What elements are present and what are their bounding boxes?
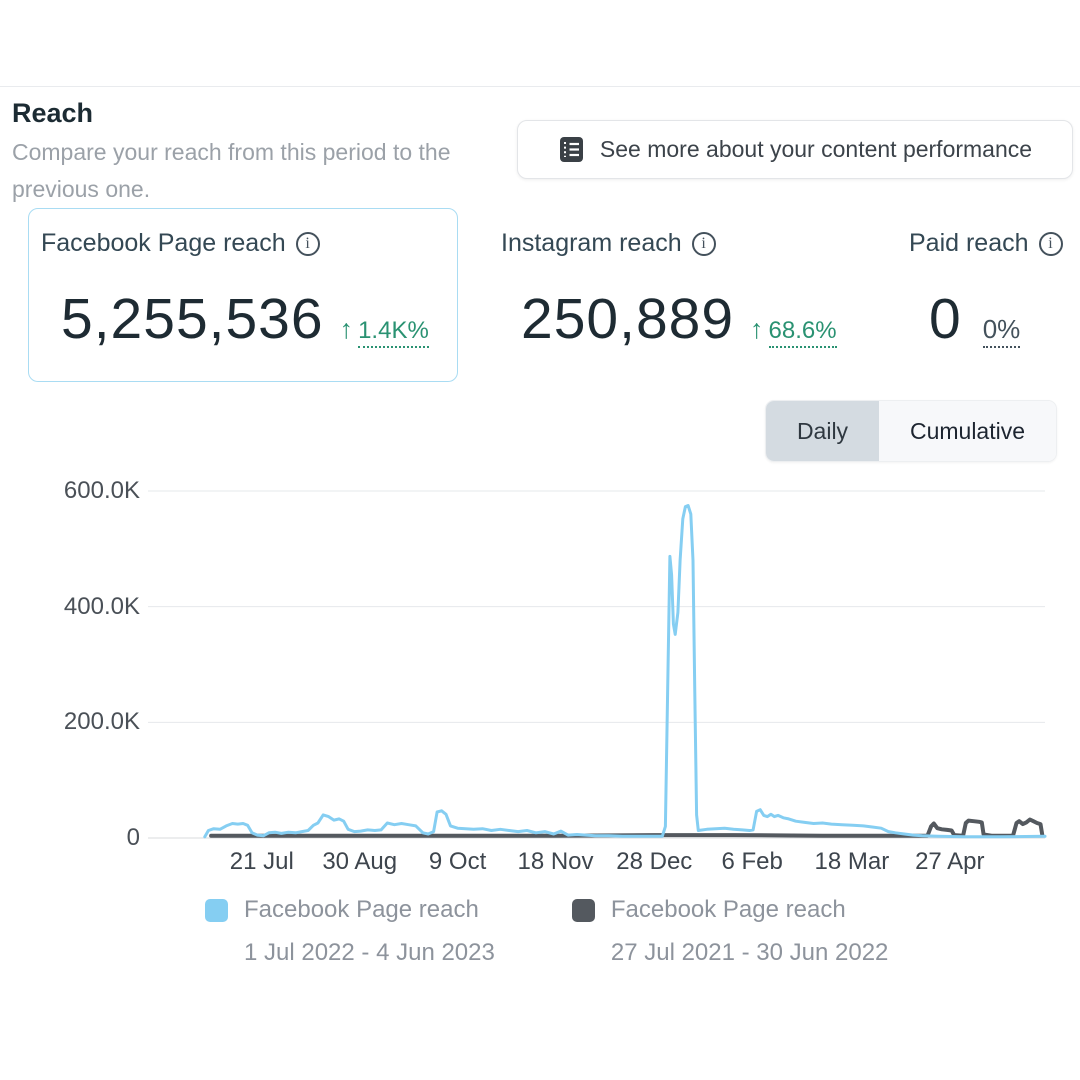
y-axis-tick-label: 400.0K: [63, 592, 140, 620]
x-axis-tick-label: 6 Feb: [721, 848, 783, 875]
toggle-option-cumulative[interactable]: Cumulative: [879, 401, 1056, 461]
chart-view-toggle: Daily Cumulative: [765, 400, 1057, 462]
x-axis-tick-label: 27 Apr: [915, 848, 985, 875]
legend-series-name: Facebook Page reach: [244, 896, 479, 923]
x-axis-tick-label: 28 Dec: [616, 848, 693, 875]
metric-value: 5,255,536: [61, 287, 324, 351]
metric-card-facebook-page-reach[interactable]: Facebook Page reach i 5,255,536 ↑ 1.4K%: [28, 208, 458, 382]
metric-delta-percent[interactable]: 1.4K%: [358, 317, 429, 348]
toggle-option-daily[interactable]: Daily: [766, 401, 879, 461]
series-line-current: [203, 504, 1047, 839]
metric-label: Paid reach: [909, 229, 1029, 257]
x-axis-tick-label: 9 Oct: [428, 848, 487, 875]
legend-series-name: Facebook Page reach: [610, 896, 846, 923]
x-axis-tick-label: 21 Jul: [229, 848, 294, 875]
up-arrow-icon: ↑: [339, 314, 354, 344]
legend-item-previous-period: Facebook Page reach 27 Jul 2021 - 30 Jun…: [571, 896, 889, 967]
metric-label-row: Instagram reach i: [501, 229, 889, 258]
up-arrow-icon: ↑: [750, 314, 764, 344]
legend-text: Facebook Page reach 1 Jul 2022 - 4 Jun 2…: [244, 896, 495, 967]
metric-value-row: 0 0%: [909, 286, 1080, 352]
metric-label: Facebook Page reach: [41, 229, 286, 257]
metric-label: Instagram reach: [501, 229, 682, 257]
page-title: Reach: [12, 98, 94, 128]
metric-value: 0: [929, 287, 962, 351]
y-axis-tick-label: 600.0K: [63, 477, 140, 504]
legend-item-current-period: Facebook Page reach 1 Jul 2022 - 4 Jun 2…: [205, 896, 495, 967]
metric-label-row: Paid reach i: [909, 229, 1080, 258]
x-axis-tick-label: 18 Nov: [517, 848, 594, 875]
info-icon[interactable]: i: [1038, 231, 1063, 256]
metric-cards-row: Facebook Page reach i 5,255,536 ↑ 1.4K% …: [28, 208, 1080, 382]
legend-swatch-current-icon: [205, 899, 228, 922]
metric-card-instagram-reach[interactable]: Instagram reach i 250,889 ↑ 68.6%: [470, 208, 890, 382]
legend-swatch-previous-icon: [571, 899, 595, 922]
metric-value-row: 5,255,536 ↑ 1.4K%: [41, 286, 457, 352]
metric-delta: ↑ 1.4K%: [340, 314, 429, 348]
chart-canvas: [148, 490, 1047, 839]
legend-series-date-range: 1 Jul 2022 - 4 Jun 2023: [244, 939, 495, 966]
section-divider: [0, 86, 1080, 87]
report-notebook-icon: [559, 137, 583, 162]
see-more-content-performance-button[interactable]: See more about your content performance: [517, 120, 1073, 179]
see-more-button-label: See more about your content performance: [599, 136, 1033, 162]
page-subtitle: Compare your reach from this period to t…: [12, 139, 451, 202]
reach-line-chart[interactable]: 600.0K 400.0K 200.0K 0 21 Jul 30 Aug 9 Oct 18 N…: [0, 470, 1080, 890]
y-axis-tick-label: 200.0K: [63, 708, 140, 736]
metric-value-row: 250,889 ↑ 68.6%: [501, 286, 889, 352]
info-icon[interactable]: i: [295, 231, 320, 256]
metric-delta: ↑ 68.6%: [750, 314, 837, 348]
series-line-previous: [209, 817, 1045, 838]
legend-text: Facebook Page reach 27 Jul 2021 - 30 Jun…: [611, 896, 889, 967]
metric-value: 250,889: [521, 287, 735, 351]
metric-delta: 0%: [978, 314, 1021, 348]
metric-delta-percent[interactable]: 0%: [982, 314, 1021, 348]
info-icon[interactable]: i: [691, 231, 716, 256]
x-axis-tick-label: 30 Aug: [322, 848, 398, 875]
chart-legend: Facebook Page reach 1 Jul 2022 - 4 Jun 2…: [205, 896, 888, 967]
y-axis-tick-label: 0: [126, 824, 140, 851]
metric-label-row: Facebook Page reach i: [41, 229, 457, 258]
metric-card-paid-reach[interactable]: Paid reach i 0 0%: [890, 208, 1080, 382]
metric-delta-percent[interactable]: 68.6%: [768, 317, 837, 348]
x-axis-tick-label: 18 Mar: [814, 848, 890, 875]
legend-series-date-range: 27 Jul 2021 - 30 Jun 2022: [610, 939, 889, 966]
